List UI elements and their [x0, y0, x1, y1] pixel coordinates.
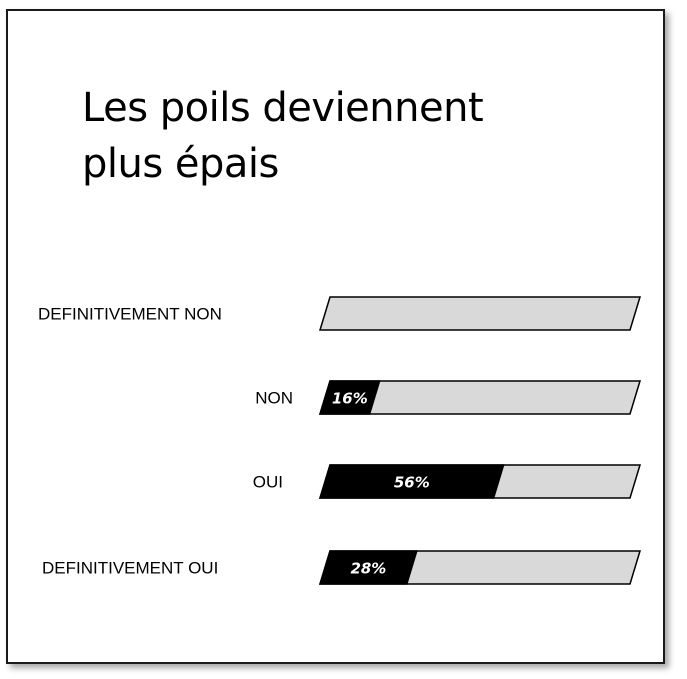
category-label-definitivement-oui: DEFINITIVEMENT OUI — [42, 559, 218, 578]
chart-title-line-2: plus épais — [82, 141, 279, 187]
value-label-non: 16% — [332, 390, 368, 408]
bar-oui — [318, 464, 505, 499]
value-label-oui: 56% — [394, 474, 430, 492]
chart-title-line-1: Les poils deviennent — [82, 85, 484, 131]
value-label-definitivement-oui: 28% — [350, 560, 386, 578]
chart-title: Les poils deviennent plus épais — [82, 80, 562, 192]
bar-track-definitivement-non — [318, 296, 642, 331]
bar-non — [318, 380, 381, 415]
category-label-non: NON — [255, 389, 293, 408]
bar-definitivement-oui — [318, 550, 418, 585]
category-label-oui: OUI — [253, 473, 283, 492]
category-label-definitivement-non: DEFINITIVEMENT NON — [38, 305, 222, 324]
